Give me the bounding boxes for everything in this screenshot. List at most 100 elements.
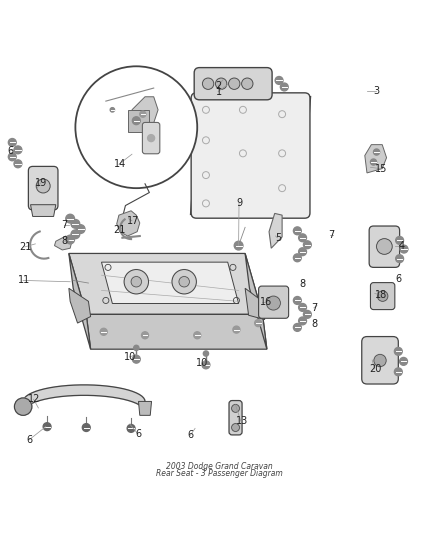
Text: 7: 7: [61, 220, 68, 230]
Polygon shape: [269, 213, 282, 248]
Circle shape: [371, 159, 377, 165]
Circle shape: [293, 324, 301, 332]
Polygon shape: [245, 288, 265, 320]
Text: 6: 6: [395, 273, 401, 284]
FancyBboxPatch shape: [362, 336, 398, 384]
Circle shape: [232, 424, 240, 431]
Circle shape: [8, 139, 16, 147]
FancyBboxPatch shape: [229, 400, 242, 435]
Text: 14: 14: [114, 159, 126, 169]
Text: 11: 11: [18, 276, 30, 286]
Text: 20: 20: [369, 364, 381, 374]
Text: 4: 4: [398, 241, 404, 252]
Text: 16: 16: [260, 297, 272, 307]
Circle shape: [229, 78, 240, 90]
Circle shape: [43, 423, 51, 431]
Circle shape: [299, 303, 307, 311]
FancyBboxPatch shape: [369, 226, 399, 268]
Circle shape: [134, 345, 139, 351]
Text: 18: 18: [375, 290, 387, 300]
Circle shape: [100, 328, 107, 335]
FancyBboxPatch shape: [28, 166, 58, 210]
Text: 1: 1: [215, 86, 222, 96]
Text: 3: 3: [374, 86, 380, 96]
Polygon shape: [69, 254, 262, 314]
Circle shape: [304, 310, 311, 318]
Circle shape: [66, 214, 74, 223]
Circle shape: [132, 117, 140, 125]
Circle shape: [179, 277, 189, 287]
Circle shape: [266, 296, 280, 310]
Circle shape: [275, 77, 283, 84]
Circle shape: [36, 179, 50, 193]
Text: 6: 6: [187, 430, 194, 440]
FancyBboxPatch shape: [371, 282, 395, 310]
Polygon shape: [54, 236, 72, 250]
Circle shape: [394, 348, 402, 356]
Text: 5: 5: [275, 233, 281, 243]
Text: Rear Seat - 3 Passenger Diagram: Rear Seat - 3 Passenger Diagram: [155, 469, 283, 478]
Circle shape: [202, 78, 214, 90]
Circle shape: [254, 320, 261, 327]
Text: 6: 6: [7, 146, 13, 156]
Circle shape: [82, 424, 90, 431]
Polygon shape: [191, 97, 311, 214]
Text: 10: 10: [196, 358, 208, 368]
FancyBboxPatch shape: [258, 286, 289, 318]
Circle shape: [374, 149, 380, 155]
Polygon shape: [127, 110, 149, 132]
Circle shape: [394, 368, 402, 376]
Circle shape: [374, 354, 386, 367]
Polygon shape: [69, 254, 91, 349]
Text: 21: 21: [20, 242, 32, 252]
Circle shape: [8, 153, 16, 161]
Circle shape: [131, 277, 141, 287]
Text: 7: 7: [311, 303, 318, 313]
Text: 6: 6: [135, 429, 141, 439]
Text: 15: 15: [375, 164, 387, 174]
Circle shape: [71, 230, 80, 239]
Text: 17: 17: [127, 216, 139, 226]
Circle shape: [396, 255, 403, 263]
Circle shape: [396, 237, 403, 244]
Text: 2003 Dodge Grand Caravan: 2003 Dodge Grand Caravan: [166, 462, 272, 471]
FancyBboxPatch shape: [191, 93, 310, 218]
Circle shape: [378, 291, 388, 301]
Circle shape: [304, 241, 311, 249]
FancyBboxPatch shape: [194, 68, 272, 100]
Polygon shape: [132, 97, 158, 123]
Text: 12: 12: [28, 394, 41, 404]
Circle shape: [400, 245, 408, 253]
Text: 9: 9: [237, 198, 243, 208]
Circle shape: [299, 234, 307, 241]
Circle shape: [140, 111, 146, 117]
Circle shape: [76, 225, 85, 233]
FancyBboxPatch shape: [142, 123, 160, 154]
Polygon shape: [69, 288, 91, 323]
Polygon shape: [86, 314, 267, 349]
Polygon shape: [117, 211, 140, 236]
Circle shape: [299, 248, 307, 256]
Circle shape: [194, 332, 201, 339]
Polygon shape: [102, 262, 239, 303]
Circle shape: [232, 405, 240, 413]
Circle shape: [66, 235, 74, 244]
Polygon shape: [31, 205, 56, 216]
Circle shape: [202, 361, 210, 369]
Polygon shape: [138, 401, 152, 415]
Polygon shape: [23, 385, 145, 412]
Circle shape: [127, 424, 135, 432]
Circle shape: [399, 358, 407, 365]
Circle shape: [242, 78, 253, 90]
Circle shape: [75, 66, 197, 188]
Circle shape: [124, 270, 148, 294]
Circle shape: [172, 270, 196, 294]
Circle shape: [110, 108, 115, 112]
Polygon shape: [245, 254, 267, 349]
Circle shape: [299, 317, 307, 325]
Text: 8: 8: [61, 236, 67, 246]
Circle shape: [141, 332, 148, 339]
Circle shape: [71, 220, 80, 228]
Circle shape: [280, 83, 288, 91]
Text: 21: 21: [114, 224, 126, 235]
